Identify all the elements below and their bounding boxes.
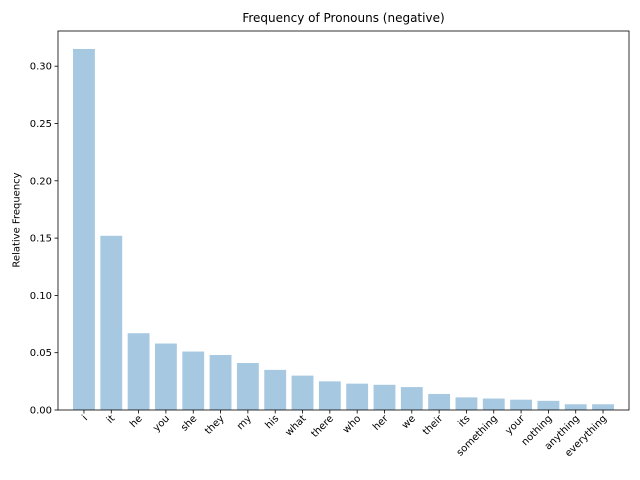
bar-he (127, 333, 150, 410)
x-tick-label: you (151, 413, 172, 434)
x-tick-label: there (309, 413, 335, 439)
bar-nothing (537, 400, 560, 410)
bar-i (73, 48, 95, 411)
bar-something (482, 398, 505, 410)
bar-you (154, 343, 177, 410)
y-tick-label: 0.05 (30, 348, 52, 359)
x-tick-label: he (128, 413, 145, 430)
bar-his (264, 369, 287, 410)
plot-frame (57, 30, 630, 411)
bar-what (291, 375, 314, 410)
bars-group (73, 48, 614, 411)
x-tick-label: they (203, 413, 227, 437)
bar-its (455, 397, 478, 410)
x-tick-label: who (341, 413, 363, 435)
y-tick-label: 0.25 (30, 119, 52, 130)
bar-everything (592, 404, 614, 410)
bar-there (318, 381, 341, 410)
x-tick-label: what (283, 413, 308, 438)
chart-title: Frequency of Pronouns (negative) (242, 11, 444, 25)
y-tick-label: 0.00 (30, 406, 52, 417)
y-axis: 0.00 0.05 0.10 0.15 0.20 0.25 0.30 (30, 62, 58, 417)
x-tick-label: its (456, 413, 472, 429)
x-tick-label: his (263, 413, 281, 431)
x-tick-label: her (371, 413, 391, 433)
y-tick-label: 0.30 (30, 62, 52, 73)
x-tick-label: she (179, 413, 199, 433)
x-tick-label: i (80, 413, 90, 423)
y-tick-label: 0.15 (30, 234, 52, 245)
x-tick-label: your (504, 413, 528, 437)
bar-they (209, 354, 232, 410)
bar-your (510, 399, 533, 410)
y-axis-label: Relative Frequency (12, 172, 23, 267)
y-tick-label: 0.10 (30, 291, 52, 302)
bar-anything (564, 404, 587, 410)
x-tick-label: their (421, 413, 446, 438)
x-tick-label: it (105, 413, 118, 426)
bar-we (400, 387, 423, 410)
bar-her (373, 384, 396, 410)
bar-my (236, 363, 259, 410)
bar-it (100, 235, 123, 410)
x-axis: i it he you she they my his what there who her we the… (80, 410, 609, 459)
x-tick-label: we (400, 413, 418, 431)
y-tick-label: 0.20 (30, 176, 52, 187)
x-tick-label: my (235, 413, 254, 432)
bar-she (182, 351, 205, 410)
bar-who (346, 383, 369, 410)
bar-their (428, 393, 451, 410)
